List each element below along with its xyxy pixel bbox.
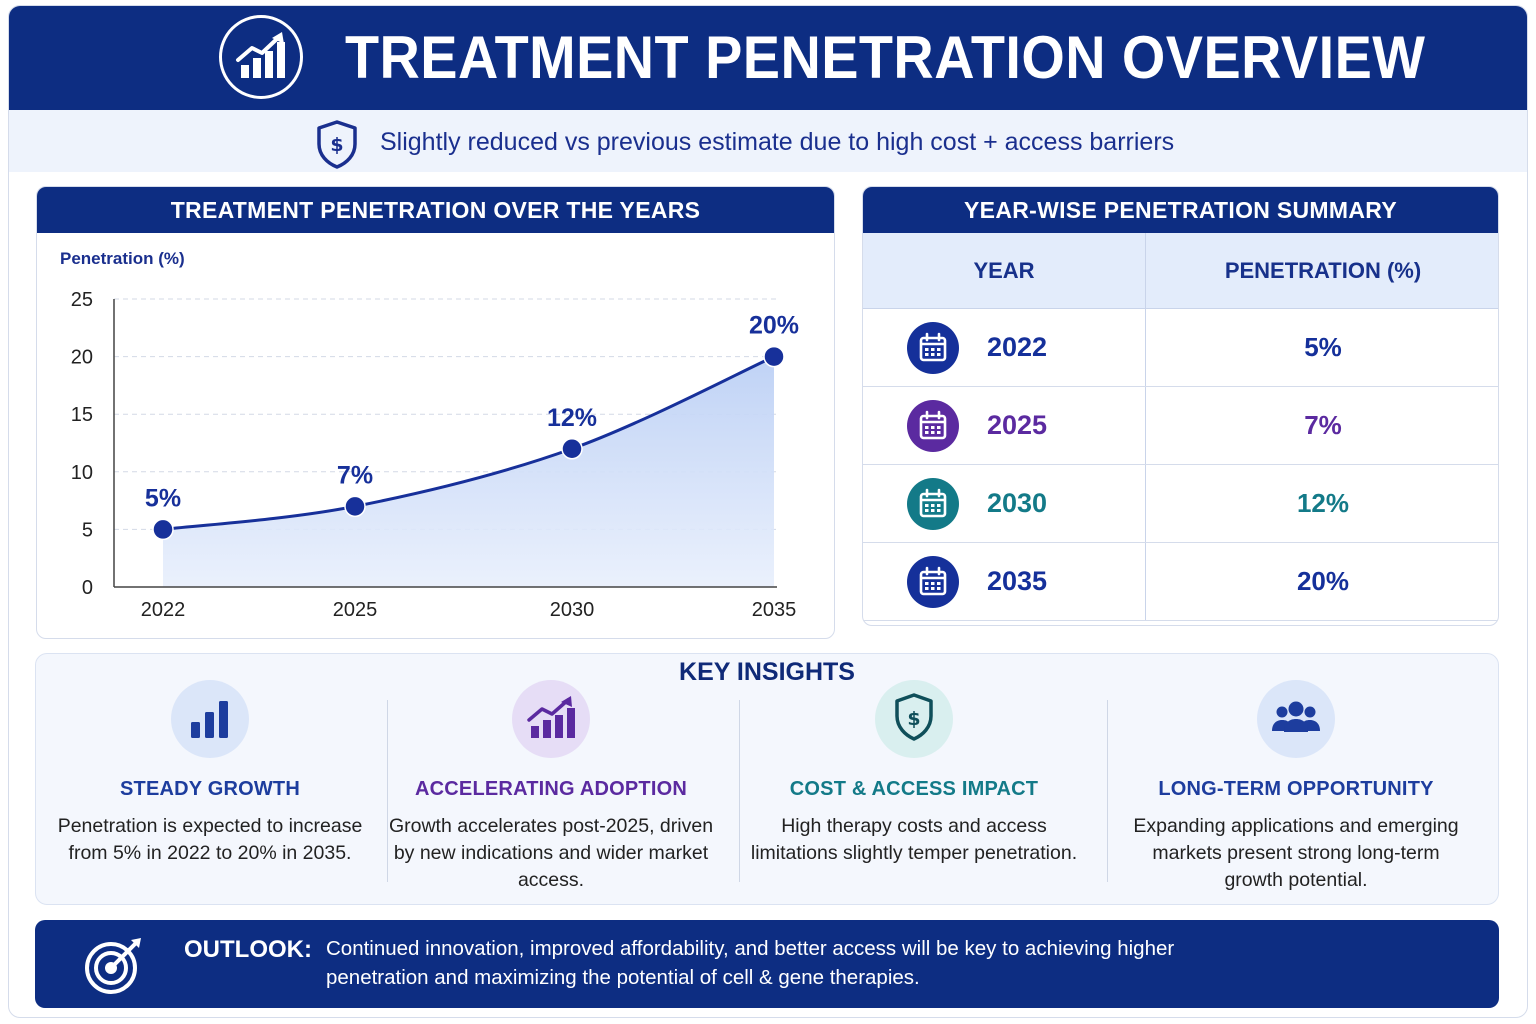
year-cell: 2025 <box>863 387 1146 464</box>
penetration-value: 20% <box>1296 566 1350 596</box>
insight-text: High therapy costs and access limitation… <box>750 815 1078 864</box>
y-axis-label: Penetration (%) <box>60 249 185 268</box>
y-tick-label: 20 <box>71 347 93 369</box>
data-label: 5% <box>145 484 181 512</box>
shield-dollar-icon: $ <box>875 680 953 758</box>
year-value: 2035 <box>987 566 1048 596</box>
summary-panel-title: YEAR-WISE PENETRATION SUMMARY <box>863 187 1498 233</box>
year-value: 2025 <box>987 410 1048 440</box>
y-tick-label: 0 <box>82 577 93 599</box>
y-tick-label: 10 <box>71 462 93 484</box>
outlook-text: Continued innovation, improved affordabi… <box>326 937 1175 989</box>
insight-accelerating-adoption: ACCELERATING ADOPTION Growth accelerates… <box>381 680 721 894</box>
divider <box>1107 700 1108 882</box>
x-tick-label: 2035 <box>752 599 797 621</box>
y-tick-label: 5 <box>82 519 93 541</box>
subtitle: Slightly reduced vs previous estimate du… <box>380 128 1175 156</box>
y-tick-label: 25 <box>71 289 93 311</box>
data-point <box>344 495 366 518</box>
divider <box>739 700 740 882</box>
summary-panel: YEAR-WISE PENETRATION SUMMARY YEAR PENET… <box>862 186 1499 626</box>
shield-dollar-icon: $ <box>313 118 361 170</box>
insight-heading: LONG-TERM OPPORTUNITY <box>1158 778 1434 800</box>
calendar-icon <box>907 556 959 608</box>
svg-text:$: $ <box>907 708 920 730</box>
header-banner: TREATMENT PENETRATION OVERVIEW <box>9 6 1527 110</box>
table-header: YEAR PENETRATION (%) <box>863 233 1498 309</box>
outlook-banner: OUTLOOK: Continued innovation, improved … <box>35 920 1499 1008</box>
chart-panel-title: TREATMENT PENETRATION OVER THE YEARS <box>37 187 834 233</box>
key-insights-panel: KEY INSIGHTS STEADY GROWTH Penetration i… <box>35 653 1499 905</box>
insight-long-term-opportunity: LONG-TERM OPPORTUNITY Expanding applicat… <box>1126 680 1466 894</box>
table-row: 2030 12% <box>863 465 1498 543</box>
data-label: 12% <box>547 404 597 432</box>
insight-heading: COST & ACCESS IMPACT <box>789 778 1039 800</box>
insight-heading: STEADY GROWTH <box>119 778 300 800</box>
table-row: 2022 5% <box>863 309 1498 387</box>
table-row: 2035 20% <box>863 543 1498 621</box>
data-point <box>561 438 583 460</box>
data-point <box>763 345 785 368</box>
year-cell: 2022 <box>863 309 1146 386</box>
x-tick-label: 2022 <box>141 599 186 621</box>
calendar-icon <box>907 322 959 374</box>
insight-text: Expanding applications and emerging mark… <box>1133 815 1459 891</box>
people-group-icon <box>1257 680 1335 758</box>
x-tick-label: 2025 <box>333 599 378 621</box>
year-cell: 2030 <box>863 465 1146 542</box>
page-title: TREATMENT PENETRATION OVERVIEW <box>345 24 1426 91</box>
y-tick-label: 15 <box>71 404 93 426</box>
outlook-label: OUTLOOK: <box>184 936 312 963</box>
table-row: 2025 7% <box>863 387 1498 465</box>
calendar-icon <box>907 400 959 452</box>
insight-cost-access: $ COST & ACCESS IMPACT High therapy cost… <box>744 680 1084 867</box>
divider <box>387 700 388 882</box>
growth-chart-icon <box>219 15 303 99</box>
target-icon <box>83 934 145 1001</box>
data-label: 20% <box>749 312 799 340</box>
column-header-penetration: PENETRATION (%) <box>1224 258 1422 283</box>
subtitle-bar: $ Slightly reduced vs previous estimate … <box>9 110 1527 172</box>
series-area-fill <box>163 356 774 587</box>
infographic: TREATMENT PENETRATION OVERVIEW $ Slightl… <box>8 5 1528 1018</box>
bar-chart-icon <box>171 680 249 758</box>
penetration-value: 7% <box>1304 410 1342 440</box>
trend-up-icon <box>512 680 590 758</box>
series-line <box>162 355 775 531</box>
column-header-year: YEAR <box>863 233 1146 309</box>
chart-panel: TREATMENT PENETRATION OVER THE YEARS 0 5 1… <box>36 186 835 639</box>
year-value: 2030 <box>987 488 1048 518</box>
x-tick-label: 2030 <box>550 599 595 621</box>
insight-heading: ACCELERATING ADOPTION <box>415 778 687 800</box>
penetration-value: 5% <box>1304 332 1342 362</box>
data-label: 7% <box>337 461 373 489</box>
insight-steady-growth: STEADY GROWTH Penetration is expected to… <box>40 680 380 867</box>
insight-text: Growth accelerates post-2025, driven by … <box>388 815 714 891</box>
data-point <box>152 518 174 541</box>
calendar-icon <box>907 478 959 530</box>
penetration-value: 12% <box>1296 488 1350 518</box>
year-value: 2022 <box>987 332 1048 362</box>
year-cell: 2035 <box>863 543 1146 620</box>
svg-text:$: $ <box>330 134 343 156</box>
insight-text: Penetration is expected to increase from… <box>57 815 363 864</box>
key-insights-title: KEY INSIGHTS <box>679 658 855 686</box>
